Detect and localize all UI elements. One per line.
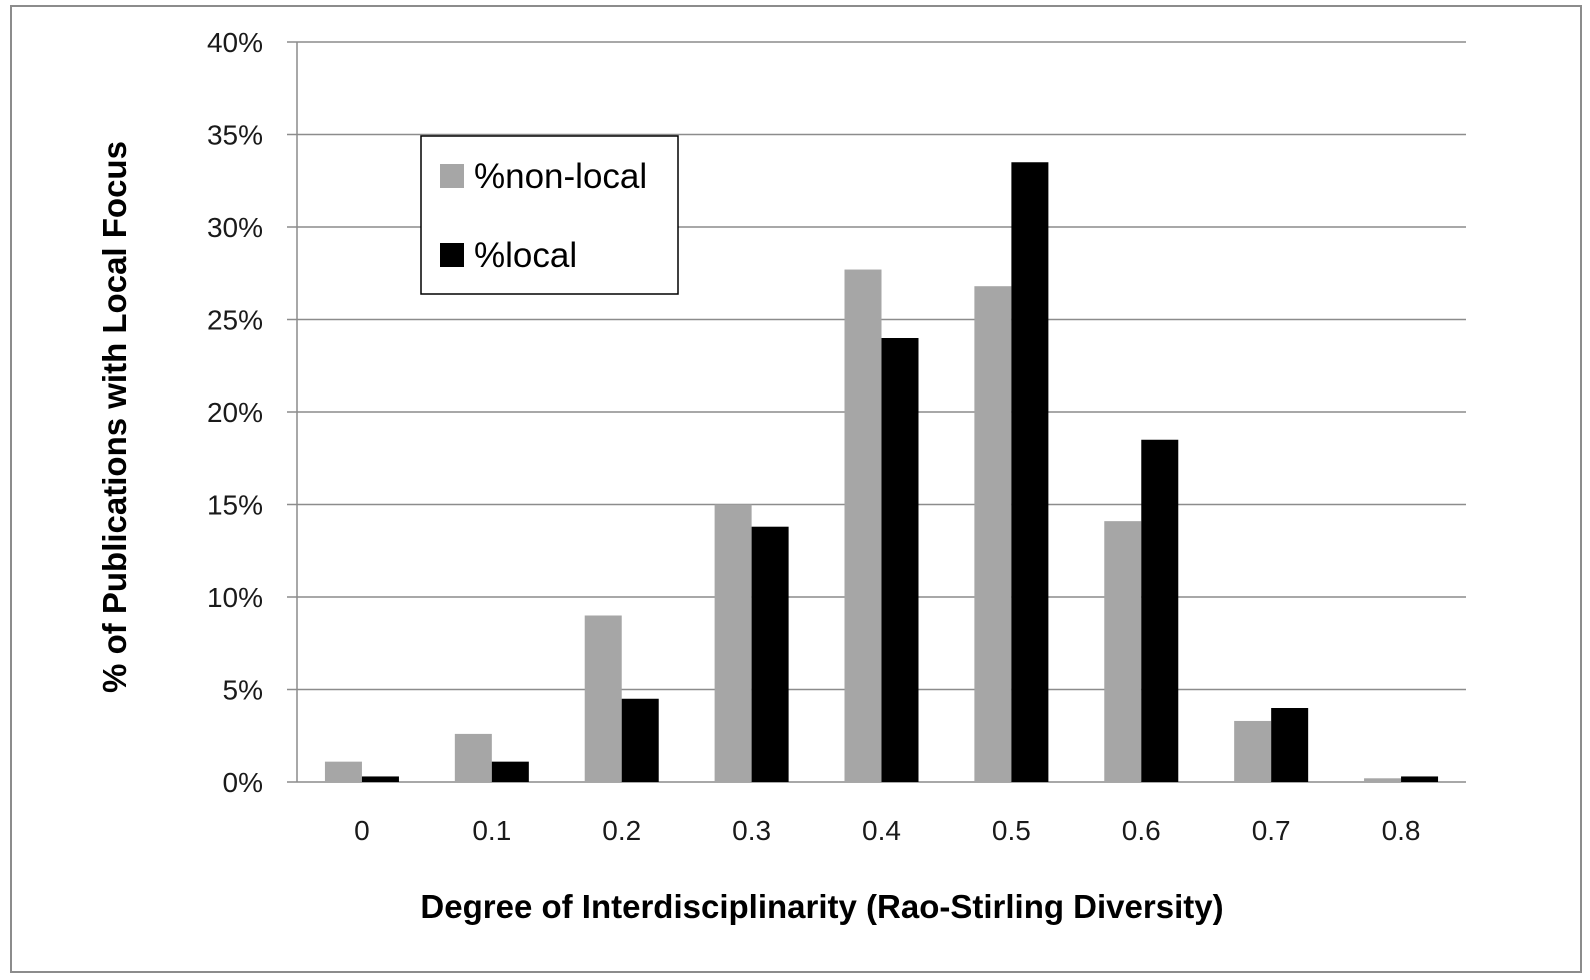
bar-non-local-0_5 xyxy=(974,286,1012,782)
x-tick-label: 0.7 xyxy=(1252,815,1291,846)
legend-swatch-non-local xyxy=(440,164,464,188)
x-tick-label: 0.4 xyxy=(862,815,901,846)
legend-swatch-local xyxy=(440,243,464,267)
y-tick-label: 15% xyxy=(207,490,263,521)
y-tick-label: 20% xyxy=(207,397,263,428)
bar-local-0_5 xyxy=(1011,162,1049,782)
x-tick-label: 0.1 xyxy=(472,815,511,846)
x-tick-label: 0.8 xyxy=(1382,815,1421,846)
bar-local-0_3 xyxy=(751,526,789,782)
y-tick-label: 10% xyxy=(207,582,263,613)
y-tick-label: 30% xyxy=(207,212,263,243)
chart-frame xyxy=(10,5,1582,973)
x-tick-label: 0.5 xyxy=(992,815,1031,846)
y-axis-title: % of Publications with Local Focus xyxy=(96,141,133,693)
bar-non-local-0_2 xyxy=(584,615,622,782)
y-tick-label: 25% xyxy=(207,305,263,336)
legend-box xyxy=(420,135,679,295)
bar-non-local-0_8 xyxy=(1364,778,1402,782)
bar-local-0_1 xyxy=(491,761,529,782)
x-tick-label: 0.6 xyxy=(1122,815,1161,846)
legend-label-local: %local xyxy=(474,236,577,275)
bar-non-local-0_4 xyxy=(844,269,882,782)
x-tick-label: 0.2 xyxy=(602,815,641,846)
x-tick-labels: 0 0.1 0.2 0.3 0.4 0.5 0.6 0.7 0.8 xyxy=(354,815,1420,846)
y-tick-label: 0% xyxy=(223,767,263,798)
bar-local-0_2 xyxy=(621,698,659,782)
bar-non-local-0_3 xyxy=(714,504,752,782)
legend: %non-local %local xyxy=(420,135,679,295)
bars xyxy=(324,162,1439,782)
bar-local-0_7 xyxy=(1271,708,1309,782)
x-axis-title: Degree of Interdisciplinarity (Rao-Stirl… xyxy=(420,888,1223,925)
legend-label-non-local: %non-local xyxy=(474,157,647,196)
x-tick-label: 0 xyxy=(354,815,370,846)
y-tick-label: 35% xyxy=(207,120,263,151)
y-tick-labels: 0% 5% 10% 15% 20% 25% 30% 35% 40% xyxy=(207,27,263,798)
bar-non-local-0_1 xyxy=(454,733,492,782)
bar-non-local-0 xyxy=(324,761,362,782)
bar-non-local-0_7 xyxy=(1234,720,1272,782)
bar-non-local-0_6 xyxy=(1104,521,1142,782)
bar-local-0 xyxy=(361,776,399,782)
bar-local-0_8 xyxy=(1401,776,1439,782)
bar-local-0_6 xyxy=(1141,439,1179,782)
y-tick-label: 5% xyxy=(223,675,263,706)
y-tick-label: 40% xyxy=(207,27,263,58)
bar-local-0_4 xyxy=(881,338,919,782)
x-tick-label: 0.3 xyxy=(732,815,771,846)
